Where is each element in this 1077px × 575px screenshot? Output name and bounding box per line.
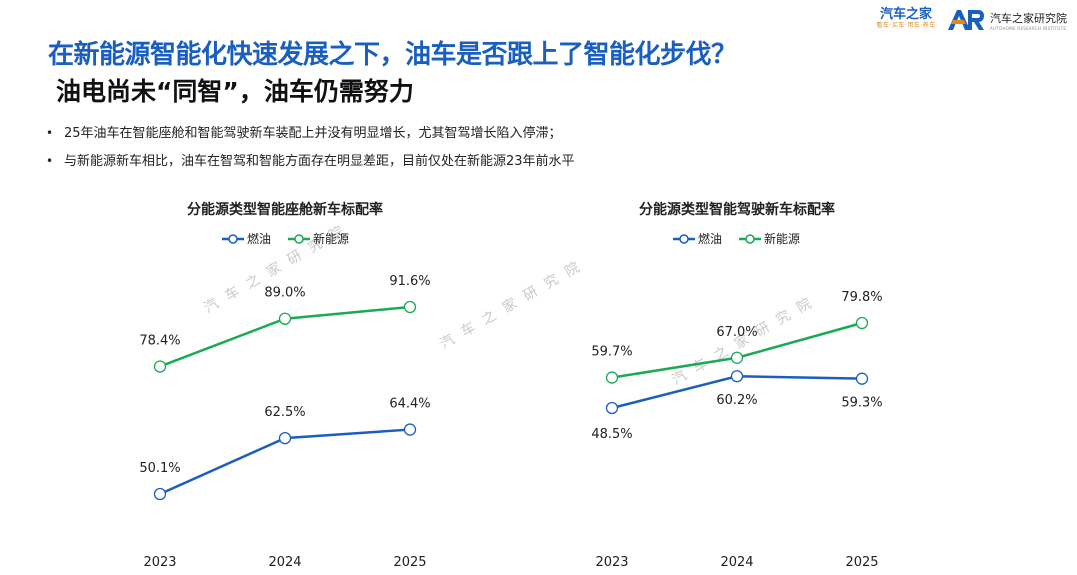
- x-tick-label: 2024: [720, 555, 753, 570]
- x-tick-label: 2023: [595, 555, 628, 570]
- legend-marker: [679, 234, 689, 244]
- ar-logo-icon: [948, 10, 984, 30]
- chart-title: 分能源类型智能座舱新车标配率: [187, 201, 383, 218]
- x-tick-label: 2025: [393, 555, 426, 570]
- research-institute-name: 汽车之家研究院: [990, 12, 1067, 25]
- legend-label: 燃油: [247, 231, 271, 246]
- data-label: 89.0%: [264, 286, 305, 301]
- autohome-logo: 汽车之家 看车·买车·用车·养车: [876, 8, 936, 30]
- data-point: [605, 401, 619, 415]
- data-label: 62.5%: [264, 405, 305, 420]
- bullet-dot-icon: •: [46, 154, 54, 168]
- data-point: [605, 371, 619, 384]
- research-institute-logo: 汽车之家研究院 AUTOHOME RESEARCH INSTITUTE: [946, 8, 1067, 32]
- data-label: 79.8%: [841, 290, 882, 305]
- legend-marker: [294, 234, 304, 244]
- legend-label: 新能源: [764, 231, 800, 246]
- bullet-list: • 25年油车在智能座舱和智能驾驶新车装配上并没有明显增长，尤其智驾增长陷入停滞…: [46, 122, 575, 178]
- bullet-text: 25年油车在智能座舱和智能驾驶新车装配上并没有明显增长，尤其智驾增长陷入停滞；: [64, 126, 562, 141]
- data-label: 48.5%: [591, 427, 632, 442]
- data-label: 60.2%: [716, 393, 757, 408]
- data-label: 67.0%: [716, 325, 757, 340]
- data-point: [730, 351, 744, 364]
- legend-label: 新能源: [313, 231, 349, 246]
- legend-label: 燃油: [698, 231, 722, 246]
- chart-title: 分能源类型智能驾驶新车标配率: [639, 201, 835, 218]
- data-label: 50.1%: [139, 461, 180, 476]
- data-point: [730, 370, 744, 383]
- data-label: 59.7%: [591, 345, 632, 360]
- data-point: [403, 423, 417, 436]
- x-tick-label: 2025: [845, 555, 878, 570]
- data-point: [278, 431, 292, 445]
- page-title: 在新能源智能化快速发展之下，油车是否跟上了智能化步伐？: [48, 40, 737, 70]
- bullet-text: 与新能源新车相比，油车在智驾和智能方面存在明显差距，目前仅处在新能源23年前水平: [64, 154, 575, 169]
- autohome-logo-slogan: 看车·买车·用车·养车: [876, 22, 936, 29]
- x-tick-label: 2023: [143, 555, 176, 570]
- list-item: • 与新能源新车相比，油车在智驾和智能方面存在明显差距，目前仅处在新能源23年前…: [46, 150, 575, 178]
- data-point: [278, 312, 292, 325]
- research-institute-sub: AUTOHOME RESEARCH INSTITUTE: [990, 26, 1067, 31]
- data-point: [153, 487, 167, 501]
- data-label: 59.3%: [841, 396, 882, 411]
- page-subtitle: 油电尚未“同智”，油车仍需努力: [56, 77, 414, 106]
- data-label: 64.4%: [389, 397, 430, 412]
- legend-marker: [745, 234, 755, 244]
- data-point: [153, 360, 167, 373]
- list-item: • 25年油车在智能座舱和智能驾驶新车装配上并没有明显增长，尤其智驾增长陷入停滞…: [46, 122, 575, 150]
- data-point: [855, 316, 869, 330]
- data-point: [855, 372, 869, 385]
- data-label: 91.6%: [389, 274, 430, 289]
- bullet-dot-icon: •: [46, 126, 54, 140]
- data-label: 78.4%: [139, 333, 180, 348]
- autohome-logo-text: 汽车之家: [879, 7, 932, 22]
- x-tick-label: 2024: [268, 555, 301, 570]
- data-point: [403, 300, 417, 314]
- legend-marker: [228, 234, 238, 244]
